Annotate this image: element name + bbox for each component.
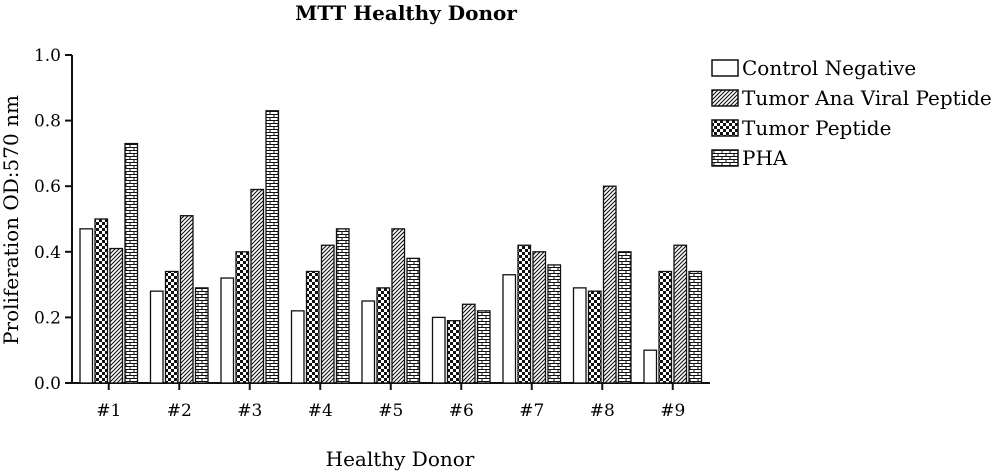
y-tick-label: 0.6 xyxy=(34,177,61,197)
y-axis-title: Proliferation OD:570 nm xyxy=(0,95,23,345)
y-tick-label: 0.2 xyxy=(34,308,61,328)
chart-title: MTT Healthy Donor xyxy=(295,1,517,25)
bar xyxy=(194,287,209,384)
bar xyxy=(461,303,476,384)
x-tick-label: #7 xyxy=(519,401,544,421)
y-tick-label: 0.8 xyxy=(34,112,61,132)
bar xyxy=(617,251,632,384)
bar xyxy=(164,270,179,384)
bar xyxy=(658,270,673,384)
bar xyxy=(476,310,491,384)
legend-label: PHA xyxy=(742,146,788,170)
bar xyxy=(124,142,139,384)
legend-label: Tumor Ana Viral Peptide xyxy=(742,86,992,110)
bar xyxy=(250,188,265,384)
bar xyxy=(406,257,421,384)
y-tick-label: 0.4 xyxy=(34,243,61,263)
bar xyxy=(643,349,658,384)
bar xyxy=(602,185,617,384)
legend-label: Tumor Peptide xyxy=(742,116,891,140)
legend-swatch xyxy=(711,149,739,167)
bar xyxy=(290,310,305,384)
bar xyxy=(502,274,517,384)
bar xyxy=(532,251,547,384)
bar xyxy=(587,290,602,384)
bar xyxy=(94,218,109,384)
bar xyxy=(79,228,94,384)
x-tick-label: #4 xyxy=(308,401,333,421)
legend-swatch xyxy=(711,59,739,77)
bar xyxy=(688,270,703,384)
bar xyxy=(220,277,235,384)
bar xyxy=(547,264,562,384)
bar xyxy=(361,300,376,384)
bar xyxy=(376,287,391,384)
bar xyxy=(391,228,406,384)
x-tick-label: #6 xyxy=(449,401,474,421)
bar xyxy=(517,244,532,384)
bar xyxy=(446,320,461,384)
legend: Control Negative Tumor Ana Viral Peptide T… xyxy=(711,56,992,170)
y-tick-label: 1.0 xyxy=(34,46,61,66)
x-tick-label: #5 xyxy=(378,401,403,421)
axes: 0.0 0.2 0.4 0.6 0.8 1.0 #1 #2 #3 #4 #5 #6 #7 #8 #9 xyxy=(34,46,710,421)
bar xyxy=(320,244,335,384)
x-tick-label: #2 xyxy=(167,401,192,421)
bar xyxy=(109,247,124,384)
legend-label: Control Negative xyxy=(742,56,916,80)
bar xyxy=(305,270,320,384)
x-tick-label: #3 xyxy=(237,401,262,421)
bar xyxy=(431,316,446,384)
x-tick-label: #1 xyxy=(96,401,121,421)
legend-swatch xyxy=(711,119,739,137)
bar xyxy=(265,110,280,384)
x-axis-title: Healthy Donor xyxy=(326,447,475,471)
x-tick-label: #8 xyxy=(590,401,615,421)
bar xyxy=(235,251,250,384)
y-tick-label: 0.0 xyxy=(34,374,61,394)
bar xyxy=(179,215,194,384)
x-tick-label: #9 xyxy=(660,401,685,421)
legend-swatch xyxy=(711,89,739,107)
bar xyxy=(572,287,587,384)
bars xyxy=(79,110,703,384)
bar xyxy=(149,290,164,384)
bar xyxy=(335,228,350,384)
bar xyxy=(673,244,688,384)
